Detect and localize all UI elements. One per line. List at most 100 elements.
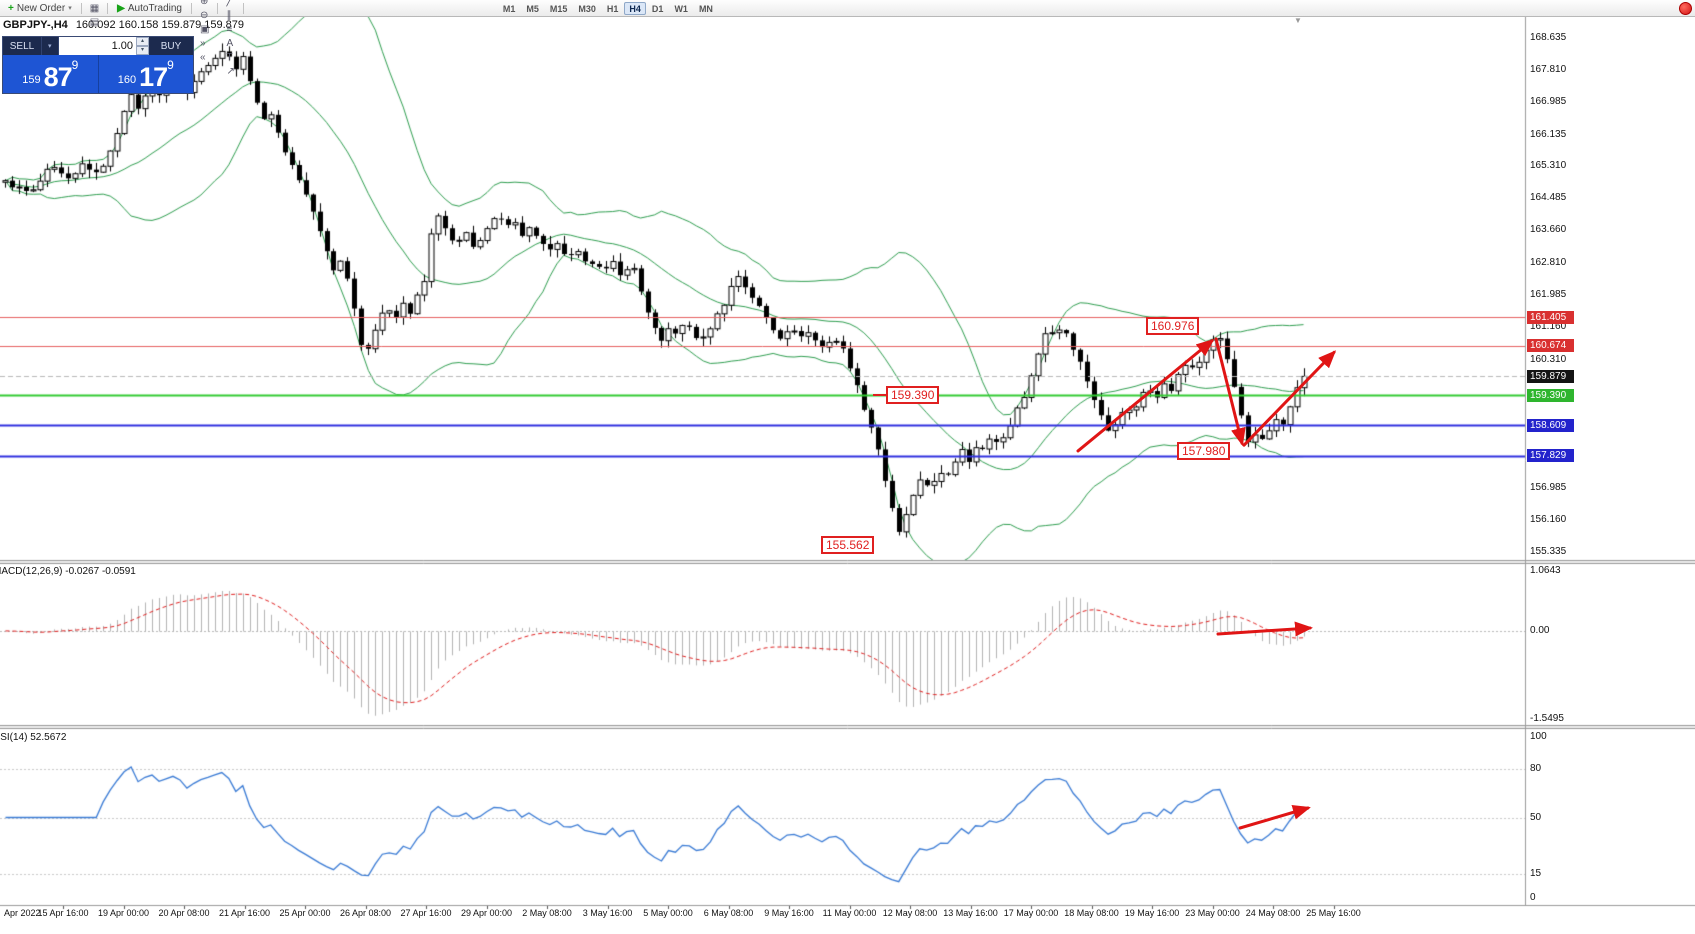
time-axis-label: 6 May 08:00 — [703, 908, 754, 918]
price-annotation[interactable]: 157.980 — [1177, 441, 1231, 460]
volume-down-icon[interactable]: ▾ — [136, 46, 149, 55]
tile-windows-icon[interactable]: ▣ — [196, 22, 213, 36]
auto-scroll-icon[interactable]: » — [196, 36, 210, 50]
timeframe-m15-button[interactable]: M15 — [545, 2, 573, 15]
price-annotation[interactable]: 155.562 — [821, 535, 875, 554]
chevron-down-icon: ▾ — [68, 5, 72, 12]
rsi-axis-label: 80 — [1530, 763, 1542, 775]
toolbar-separator — [190, 2, 192, 14]
timeframe-mn-button[interactable]: MN — [694, 2, 718, 15]
time-axis-label: 23 May 00:00 — [1185, 908, 1240, 918]
buy-price-figure: 160 — [117, 74, 137, 86]
timeframe-h1-button[interactable]: H1 — [602, 2, 624, 15]
price-annotation[interactable]: 159.390 — [886, 386, 940, 405]
volume-input[interactable] — [58, 37, 136, 55]
price-axis-label: 165.310 — [1530, 160, 1567, 172]
macd-axis-label: -1.5495 — [1530, 712, 1564, 724]
rsi-axis-label: 15 — [1530, 867, 1542, 879]
timeframe-d1-button[interactable]: D1 — [647, 2, 669, 15]
candlestick-chart-icon[interactable]: ▦ — [86, 1, 103, 15]
channel-icon[interactable]: ∥ — [222, 8, 235, 22]
time-axis-label: 19 Apr 00:00 — [97, 908, 150, 918]
rsi-indicator-label: RSI(14) 52.5672 — [0, 732, 67, 743]
zoom-out-icon[interactable]: ⊖ — [196, 8, 212, 22]
toolbar: + New Order ▾ ▥▦▤ ▶ AutoTrading ƒ≣▧⊕⊖▣»«… — [0, 0, 1695, 77]
time-axis-label: 19 May 16:00 — [1124, 908, 1180, 918]
chart-type-group: ▥▦▤ — [86, 0, 103, 29]
time-axis-label: 25 Apr 00:00 — [279, 908, 331, 918]
price-axis-marker: 157.829 — [1527, 449, 1574, 463]
macd-axis-label: 0.00 — [1530, 624, 1550, 636]
price-axis-label: 161.985 — [1530, 288, 1567, 300]
volume-field: ▴ ▾ — [58, 37, 149, 55]
time-axis-label: 15 Apr 16:00 — [37, 908, 89, 918]
text-icon[interactable]: A — [222, 36, 237, 50]
price-axis-label: 156.160 — [1530, 514, 1567, 526]
metaquotes-logo-icon[interactable] — [1679, 1, 1692, 15]
price-axis-label: 164.485 — [1530, 192, 1567, 204]
buy-price-pips: 17 — [139, 62, 168, 92]
price-axis-label: 160.310 — [1530, 353, 1567, 365]
price-axis-label: 162.810 — [1530, 257, 1567, 269]
new-order-button[interactable]: + New Order ▾ — [3, 1, 77, 15]
arrows-icon[interactable]: ↗ — [222, 64, 238, 78]
buy-price-button[interactable]: 160 17 9 — [99, 55, 194, 93]
price-axis-label: 168.635 — [1530, 31, 1567, 43]
zoom-in-icon[interactable]: ⊕ — [196, 0, 212, 8]
autotrading-button[interactable]: ▶ AutoTrading — [112, 1, 187, 15]
one-click-menu-icon[interactable]: ▾ — [41, 37, 59, 55]
timeframe-m1-button[interactable]: M1 — [498, 2, 521, 15]
one-click-trading-panel: SELL ▾ ▴ ▾ BUY 159 87 9 160 17 9 — [2, 36, 194, 94]
annotation-tick — [873, 394, 886, 397]
autotrading-label: AutoTrading — [127, 2, 182, 14]
chart-shift-icon[interactable]: « — [196, 50, 210, 64]
sell-price-pips: 87 — [43, 62, 73, 92]
rsi-axis-label: 100 — [1530, 731, 1547, 742]
time-axis-label: 3 May 16:00 — [582, 908, 633, 918]
new-order-label: New Order — [16, 2, 66, 14]
price-annotation[interactable]: 160.976 — [1146, 317, 1200, 336]
time-axis-label: 21 Apr 16:00 — [218, 908, 271, 918]
timeframe-w1-button[interactable]: W1 — [669, 2, 693, 15]
time-axis-label: 17 May 00:00 — [1003, 908, 1059, 918]
toolbar-separator — [107, 2, 109, 14]
toolbar-separator — [80, 2, 82, 14]
price-axis-label: 155.335 — [1530, 546, 1567, 558]
fibonacci-icon[interactable]: ≡ — [222, 22, 236, 36]
price-axis-marker: 161.405 — [1527, 310, 1574, 324]
line-chart-icon[interactable]: ▤ — [86, 15, 103, 29]
time-axis-label: 25 May 16:00 — [1306, 908, 1361, 918]
timeframe-group: M1 M5 M15 M30 H1 H4 D1 W1 MN — [498, 1, 718, 15]
time-axis-label: 18 May 08:00 — [1064, 908, 1119, 918]
chart-title: GBPJPY-,H4 160.092 160.158 159.879 159.87… — [3, 19, 244, 31]
macd-axis-label: 1.0643 — [1530, 564, 1561, 576]
symbol-label: GBPJPY-,H4 — [3, 19, 68, 31]
chart-shift-marker: ▼ — [1294, 16, 1302, 25]
time-axis-label: 5 May 00:00 — [643, 908, 693, 918]
timeframe-m5-button[interactable]: M5 — [521, 2, 544, 15]
chart-tools-group: ƒ≣▧⊕⊖▣»« — [196, 0, 213, 64]
sell-price-figure: 159 — [22, 74, 41, 86]
label-icon[interactable]: T — [222, 50, 236, 64]
buy-button[interactable]: BUY — [149, 37, 193, 55]
buy-price-point: 9 — [167, 58, 174, 72]
timeframe-h4-button[interactable]: H4 — [624, 1, 646, 15]
macd-indicator-label: MACD(12,26,9) -0.0267 -0.0591 — [0, 566, 136, 577]
price-axis-marker: 160.674 — [1527, 339, 1574, 353]
time-axis-label: Apr 2022 — [4, 908, 41, 918]
time-axis-label: 27 Apr 16:00 — [400, 908, 452, 918]
price-axis-label: 163.660 — [1530, 224, 1567, 236]
timeframe-m30-button[interactable]: M30 — [573, 2, 601, 15]
time-axis-label: 20 Apr 08:00 — [158, 908, 210, 918]
toolbar-separator — [217, 2, 219, 14]
time-axis-label: 26 Apr 08:00 — [339, 908, 392, 918]
toolbar-separator — [242, 2, 244, 14]
volume-up-icon[interactable]: ▴ — [136, 37, 149, 46]
trendline-icon[interactable]: ╱ — [222, 0, 236, 8]
sell-button[interactable]: SELL — [3, 37, 41, 55]
sell-price-button[interactable]: 159 87 9 — [3, 55, 99, 93]
time-axis-label: 24 May 08:00 — [1245, 908, 1301, 918]
time-axis-label: 9 May 16:00 — [764, 908, 814, 918]
price-axis-label: 166.985 — [1530, 95, 1567, 107]
